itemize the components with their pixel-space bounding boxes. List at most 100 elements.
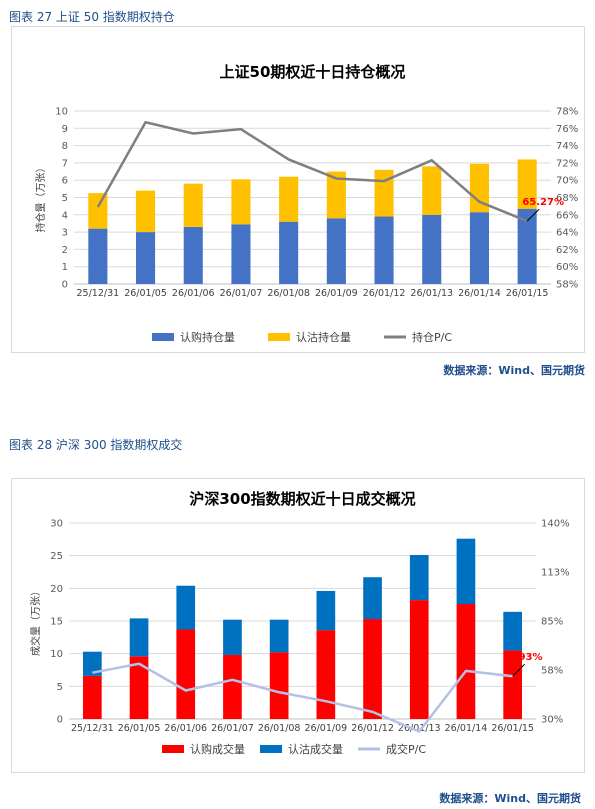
y-tick-label: 4 <box>62 210 68 221</box>
bar-认沽成交量 <box>456 538 476 605</box>
y2-tick-label: 72% <box>556 158 578 169</box>
annotation-leader <box>512 663 526 677</box>
y-tick-label: 3 <box>62 228 68 239</box>
bar-认购持仓量 <box>326 218 346 284</box>
y-tick-label: 5 <box>62 193 68 204</box>
x-tick-label: 26/01/07 <box>220 288 263 299</box>
bar-认购成交量 <box>129 656 149 719</box>
x-tick-label: 25/12/31 <box>71 723 114 734</box>
y2-tick-label: 113% <box>541 568 570 579</box>
x-tick-label: 26/01/06 <box>164 723 207 734</box>
line-持仓P/C <box>96 120 528 223</box>
y-axis-label: 持仓量（万张） <box>34 163 47 233</box>
line-成交P/C <box>92 662 513 733</box>
bar-认沽成交量 <box>503 611 522 651</box>
bar-认沽成交量 <box>83 651 102 676</box>
bar-认沽成交量 <box>363 577 382 620</box>
legend-label-认购成交量: 认购成交量 <box>190 742 245 756</box>
legend-label-认购持仓量: 认购持仓量 <box>180 330 235 344</box>
bar-认购成交量 <box>363 619 382 719</box>
y2-tick-label: 66% <box>556 210 578 221</box>
chart-2-frame: 沪深300指数期权近十日成交概况 0 5 10 15 20 25 30 30% 58% 85% 113… <box>11 478 585 773</box>
y-tick-label: 8 <box>62 141 68 152</box>
legend-label-认沽持仓量: 认沽持仓量 <box>296 330 351 344</box>
legend-swatch-认沽持仓量 <box>268 333 290 341</box>
bar-认沽持仓量 <box>136 190 156 233</box>
bar-认沽持仓量 <box>183 183 203 227</box>
y2-tick-label: 64% <box>556 228 578 239</box>
x-tick-label: 26/01/12 <box>351 723 394 734</box>
y-tick-label: 15 <box>50 617 63 628</box>
bar-认购成交量 <box>409 600 429 719</box>
x-tick-label: 26/01/14 <box>445 723 488 734</box>
bar-认购持仓量 <box>517 208 537 284</box>
bar-认沽成交量 <box>409 555 429 601</box>
chart-title: 上证50期权近十日持仓概况 <box>220 63 406 81</box>
bar-认沽持仓量 <box>422 166 442 215</box>
bar-认购成交量 <box>456 604 476 719</box>
chart-2: 沪深300指数期权近十日成交概况 0 5 10 15 20 25 30 30% 58% 85% 113… <box>29 490 570 756</box>
bar-认沽成交量 <box>129 618 149 657</box>
x-tick-label: 26/01/09 <box>315 288 358 299</box>
bar-认沽持仓量 <box>88 193 108 229</box>
bar-认沽持仓量 <box>517 159 537 209</box>
x-tick-label: 26/01/15 <box>506 288 549 299</box>
y-tick-label: 2 <box>62 245 68 256</box>
bar-认沽成交量 <box>316 590 336 631</box>
x-tick-label: 26/01/08 <box>258 723 301 734</box>
bar-认购持仓量 <box>231 224 251 284</box>
bar-认沽成交量 <box>223 619 242 655</box>
x-tick-label: 26/01/13 <box>398 723 441 734</box>
y-tick-label: 9 <box>62 124 68 135</box>
y-tick-label: 10 <box>55 107 68 118</box>
y-tick-label: 1 <box>62 262 68 273</box>
y-tick-label: 6 <box>62 176 68 187</box>
chart-title: 沪深300指数期权近十日成交概况 <box>189 490 415 508</box>
bar-认沽持仓量 <box>231 179 251 225</box>
chart-1: 上证50期权近十日持仓概况 0 1 2 3 4 5 6 7 8 9 10 58% 60% 62% 64% 66%… <box>34 63 578 344</box>
y2-tick-label: 62% <box>556 245 578 256</box>
bar-认购持仓量 <box>469 212 489 284</box>
annotation-leader <box>526 208 540 222</box>
bar-认沽成交量 <box>269 619 289 653</box>
chart-1-frame: 上证50期权近十日持仓概况 0 1 2 3 4 5 6 7 8 9 10 58% 60% 62% 64% 66%… <box>11 26 585 353</box>
bar-认购持仓量 <box>374 216 394 284</box>
y-tick-label: 25 <box>50 551 63 562</box>
x-tick-label: 26/01/05 <box>124 288 167 299</box>
bar-认购持仓量 <box>136 232 156 284</box>
x-tick-label: 25/12/31 <box>77 288 120 299</box>
legend-swatch-认沽成交量 <box>260 745 282 753</box>
y-tick-label: 0 <box>62 280 68 291</box>
bar-认沽持仓量 <box>279 176 299 222</box>
bar-认购成交量 <box>83 675 102 719</box>
legend-swatch-认购成交量 <box>162 745 184 753</box>
y-tick-label: 0 <box>57 715 63 726</box>
legend-label-认沽成交量: 认沽成交量 <box>288 742 343 756</box>
bar-认沽持仓量 <box>469 163 489 213</box>
y-tick-label: 5 <box>57 682 63 693</box>
bar-认购持仓量 <box>88 228 108 284</box>
bar-认购成交量 <box>269 652 289 719</box>
x-tick-label: 26/01/05 <box>118 723 161 734</box>
figure-28-label: 图表 28 沪深 300 指数期权成交 <box>9 438 183 452</box>
x-tick-label: 26/01/07 <box>211 723 254 734</box>
legend-label-成交P/C: 成交P/C <box>386 742 426 756</box>
figure-27-source: 数据来源：Wind、国元期货 <box>443 364 585 377</box>
y2-tick-label: 74% <box>556 141 578 152</box>
y-tick-label: 10 <box>50 649 63 660</box>
figure-28-source: 数据来源：Wind、国元期货 <box>439 792 581 805</box>
bar-认购成交量 <box>316 630 336 719</box>
x-tick-label: 26/01/14 <box>458 288 501 299</box>
y-tick-label: 20 <box>50 584 63 595</box>
y2-tick-label: 78% <box>556 107 578 118</box>
bar-认购持仓量 <box>422 214 442 284</box>
annotation-label: .93% <box>515 652 543 663</box>
bar-认购成交量 <box>176 629 196 719</box>
x-tick-label: 26/01/08 <box>267 288 310 299</box>
y-tick-label: 30 <box>50 519 63 530</box>
bar-认购持仓量 <box>279 221 299 284</box>
y2-tick-label: 30% <box>541 715 563 726</box>
bar-认购成交量 <box>223 654 242 719</box>
y2-tick-label: 60% <box>556 262 578 273</box>
figure-27-label: 图表 27 上证 50 指数期权持仓 <box>9 10 175 24</box>
